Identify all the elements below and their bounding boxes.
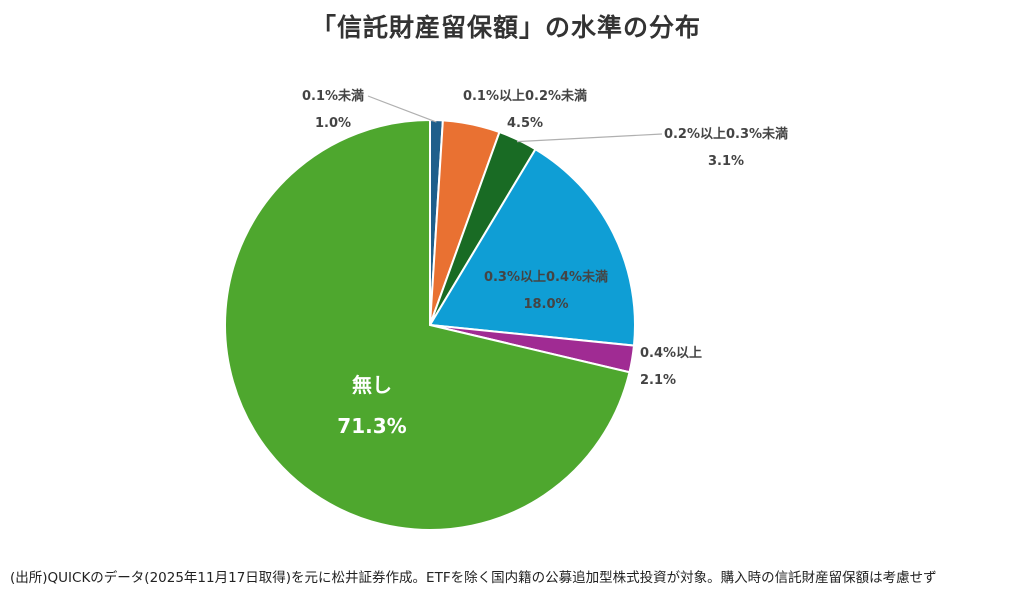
leader-line [516, 133, 663, 143]
slice-value-label: 4.5% [507, 116, 543, 131]
source-note: (出所)QUICKのデータ(2025年11月17日取得)を元に松井証券作成。ET… [10, 570, 937, 586]
slice-label: 0.1%以上0.2%未満 [463, 88, 587, 104]
slice-label: 無し [352, 373, 392, 397]
slice-value-label: 71.3% [337, 414, 406, 438]
pie-slice [224, 118, 631, 531]
pie-chart: 0.1%未満 1.0% 0.1%以上0.2%未満 4.5% 0.2%以上0.3%未満 3.… [224, 88, 788, 531]
slice-value-label: 18.0% [523, 297, 568, 312]
slice-label: 0.3%以上0.4%未満 [484, 269, 608, 285]
chart-title: 「信託財産留保額」の水準の分布 [310, 13, 701, 42]
pie-slice [428, 147, 636, 347]
slice-label: 0.2%以上0.3%未満 [664, 126, 788, 142]
slice-label: 0.1%未満 [302, 88, 364, 104]
slice-value-label: 1.0% [315, 116, 351, 131]
slice-value-label: 3.1% [708, 154, 744, 169]
slice-label: 0.4%以上 [640, 346, 702, 361]
slice-value-label: 2.1% [640, 373, 676, 388]
leader-line [367, 95, 437, 123]
